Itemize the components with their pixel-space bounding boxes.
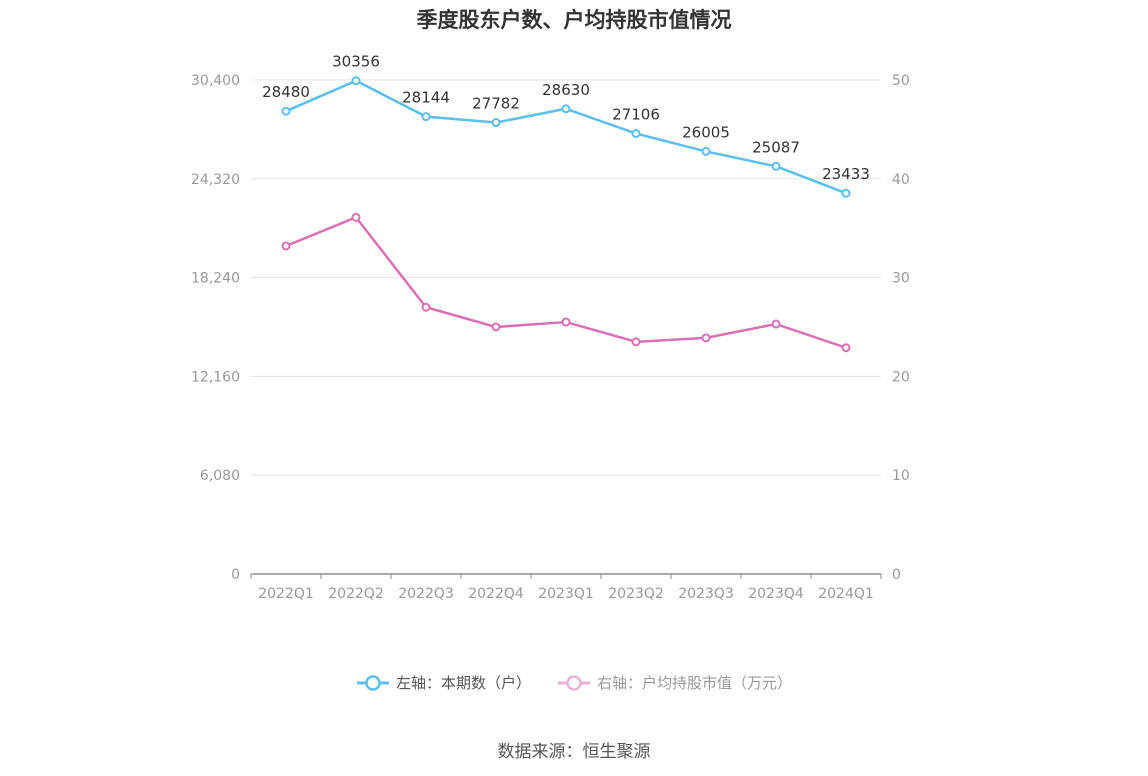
- axis-layer: 0 0 6,080 10 12,160 20 18,240 30 24,320 40 30,400 5…: [191, 73, 910, 602]
- left-tick-label: 0: [231, 567, 240, 583]
- right-tick-label: 20: [892, 369, 910, 385]
- legend-line-icon: [558, 674, 590, 691]
- data-point-right: [701, 333, 711, 343]
- x-tick-label: 2022Q3: [398, 586, 454, 602]
- grid-layer: [251, 79, 881, 476]
- data-label: 26005: [682, 123, 730, 141]
- data-point-right: [351, 212, 361, 222]
- data-point-right: [771, 319, 781, 329]
- data-label: 27782: [472, 95, 520, 113]
- x-tick-label: 2022Q1: [258, 586, 314, 602]
- data-point-right: [561, 317, 571, 327]
- series-line-right: [285, 216, 847, 349]
- legend-line-icon: [356, 674, 389, 691]
- x-tick-label: 2023Q2: [608, 586, 664, 602]
- left-tick-label: 6,080: [200, 468, 240, 484]
- data-point-right: [421, 302, 431, 312]
- left-tick-label: 18,240: [191, 271, 240, 287]
- legend-label-right-series: 右轴：户均持股市值（万元）: [597, 674, 793, 692]
- left-tick-label: 30,400: [191, 73, 240, 89]
- right-tick-label: 50: [892, 73, 910, 89]
- data-label: 28630: [542, 81, 590, 99]
- data-point-left: [631, 129, 641, 139]
- data-point-left: [561, 104, 571, 114]
- data-point-left: [771, 161, 781, 171]
- x-tick-label: 2023Q1: [538, 586, 594, 602]
- data-point-left: [351, 76, 361, 86]
- legend: 左轴：本期数（户） 右轴：户均持股市值（万元）: [0, 672, 1148, 693]
- x-tick-label: 2023Q4: [748, 586, 804, 602]
- legend-label-left-series: 左轴：本期数（户）: [395, 674, 531, 692]
- right-tick-label: 30: [892, 271, 910, 287]
- x-tick-label: 2024Q1: [818, 586, 874, 602]
- legend-item-right-series[interactable]: 右轴：户均持股市值（万元）: [557, 672, 792, 693]
- data-label: 25087: [752, 138, 800, 156]
- data-label: 30356: [332, 53, 380, 71]
- data-point-left: [421, 112, 431, 122]
- data-point-left: [491, 118, 501, 128]
- data-point-left: [841, 188, 851, 198]
- left-tick-label: 24,320: [191, 172, 240, 188]
- data-label: 28480: [262, 83, 310, 101]
- data-point-right: [841, 343, 851, 353]
- data-point-left: [701, 146, 711, 156]
- label-layer: 28480 30356 28144 27782 28630 27106 26005 25087…: [262, 53, 870, 183]
- legend-item-left-series[interactable]: 左轴：本期数（户）: [356, 672, 531, 693]
- left-tick-label: 12,160: [191, 369, 240, 385]
- series-layer: [281, 76, 851, 353]
- x-tick-label: 2022Q4: [468, 586, 524, 602]
- right-tick-label: 40: [892, 172, 910, 188]
- data-label: 28144: [402, 89, 450, 107]
- right-tick-label: 0: [892, 567, 901, 583]
- chart-title: 季度股东户数、户均持股市值情况: [416, 8, 732, 32]
- source-note: 数据来源：恒生聚源: [497, 742, 651, 762]
- data-label: 27106: [612, 106, 660, 124]
- data-point-right: [631, 337, 641, 347]
- data-point-left: [281, 106, 291, 116]
- data-point-right: [281, 241, 291, 251]
- right-tick-label: 10: [892, 468, 910, 484]
- data-point-right: [491, 322, 501, 332]
- data-label: 23433: [822, 165, 870, 183]
- x-tick-label: 2023Q3: [678, 586, 734, 602]
- x-tick-label: 2022Q2: [328, 586, 384, 602]
